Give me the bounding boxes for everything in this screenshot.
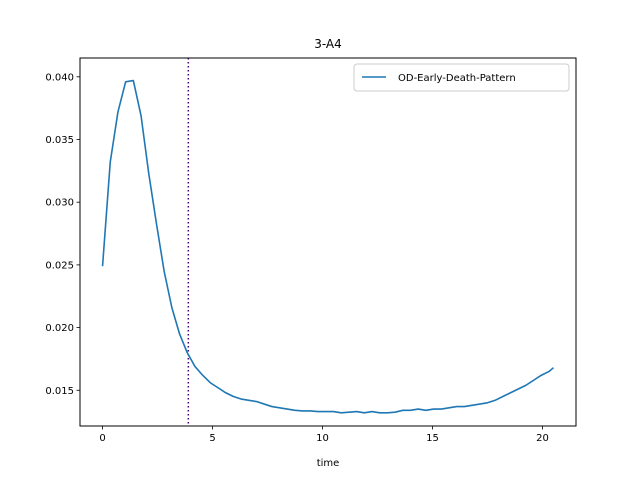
y-tick-label-5: 0.040 bbox=[45, 72, 74, 83]
plot-area bbox=[80, 58, 576, 426]
x-tick-label-1: 5 bbox=[209, 433, 215, 444]
plot-frame bbox=[79, 57, 577, 427]
y-tick-label-4: 0.035 bbox=[45, 135, 74, 146]
y-tick-label-3: 0.030 bbox=[45, 198, 74, 209]
legend: OD-Early-Death-Pattern bbox=[353, 63, 570, 92]
y-tick-label-1: 0.020 bbox=[45, 323, 74, 334]
legend-box bbox=[353, 63, 570, 92]
chart-title: 3-A4 bbox=[314, 37, 342, 51]
y-tick-label-2: 0.025 bbox=[45, 260, 74, 271]
series-layer bbox=[101, 79, 554, 414]
x-tick-label-4: 20 bbox=[536, 433, 549, 444]
series-line-0 bbox=[101, 79, 554, 414]
y-tick-label-0: 0.015 bbox=[45, 386, 74, 397]
x-axis: 0 5 10 15 20 bbox=[99, 426, 549, 444]
x-tick-label-0: 0 bbox=[99, 433, 105, 444]
x-axis-label: time bbox=[317, 458, 340, 469]
y-axis: 0.015 0.020 0.025 0.030 0.035 0.040 bbox=[45, 72, 80, 397]
x-tick-label-2: 10 bbox=[316, 433, 329, 444]
x-tick-label-3: 15 bbox=[426, 433, 439, 444]
legend-label: OD-Early-Death-Pattern bbox=[398, 73, 516, 84]
